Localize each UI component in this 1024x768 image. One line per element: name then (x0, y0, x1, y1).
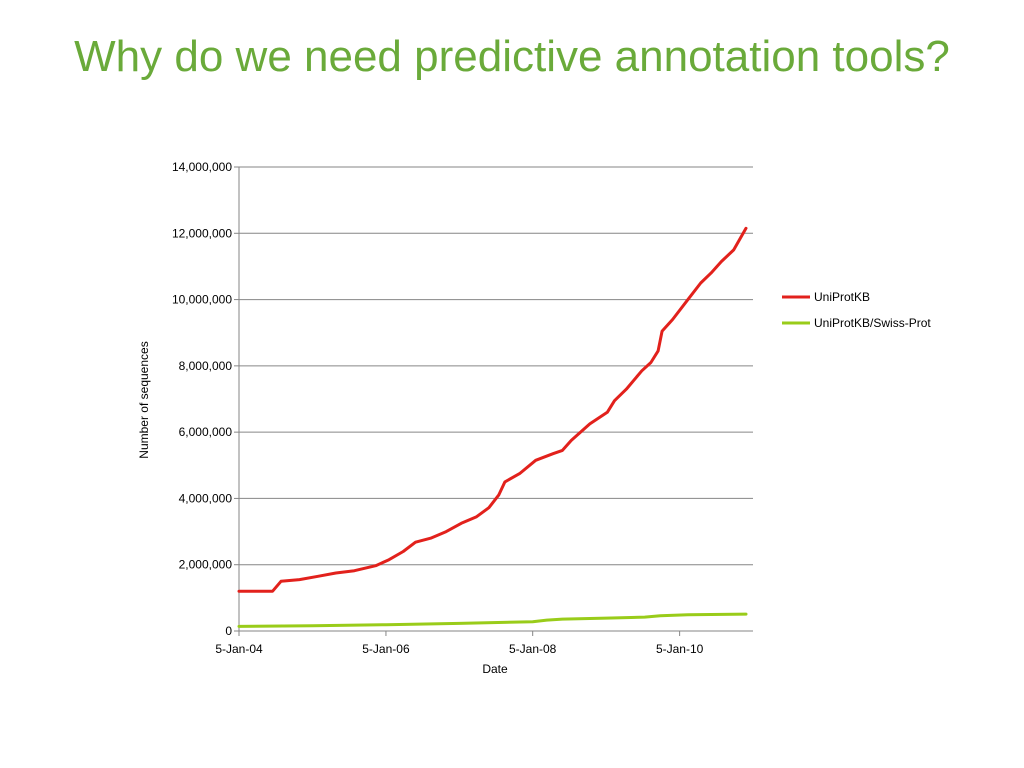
series-line-uniprotkb (237, 226, 748, 593)
legend-label-uniprotkb: UniProtKB (814, 290, 870, 304)
axes (238, 167, 753, 636)
series-line-swissprot (237, 612, 748, 628)
x-tick-label: 5-Jan-04 (215, 642, 263, 656)
x-tick-label: 5-Jan-06 (362, 642, 410, 656)
y-tick-label: 0 (225, 624, 232, 638)
x-axis-title: Date (482, 662, 508, 676)
gridlines (234, 166, 753, 632)
x-tick-label: 5-Jan-10 (656, 642, 704, 656)
y-tick-label: 10,000,000 (172, 293, 232, 307)
series-lines (237, 226, 748, 628)
legend-label-swissprot: UniProtKB/Swiss-Prot (814, 316, 931, 330)
y-tick-labels: 0 2,000,000 4,000,000 6,000,000 8,000,000 10,… (172, 160, 232, 638)
y-tick-label: 8,000,000 (179, 359, 233, 373)
x-tick-label: 5-Jan-08 (509, 642, 557, 656)
y-tick-label: 14,000,000 (172, 160, 232, 174)
slide-title: Why do we need predictive annotation too… (74, 32, 950, 81)
y-tick-label: 4,000,000 (179, 491, 233, 505)
y-tick-label: 2,000,000 (179, 558, 233, 572)
y-tick-label: 6,000,000 (179, 425, 233, 439)
y-tick-label: 12,000,000 (172, 226, 232, 240)
legend: UniProtKB UniProtKB/Swiss-Prot (782, 290, 931, 330)
y-axis-title: Number of sequences (137, 341, 151, 458)
x-tick-labels: 5-Jan-04 5-Jan-06 5-Jan-08 5-Jan-10 (215, 642, 703, 656)
